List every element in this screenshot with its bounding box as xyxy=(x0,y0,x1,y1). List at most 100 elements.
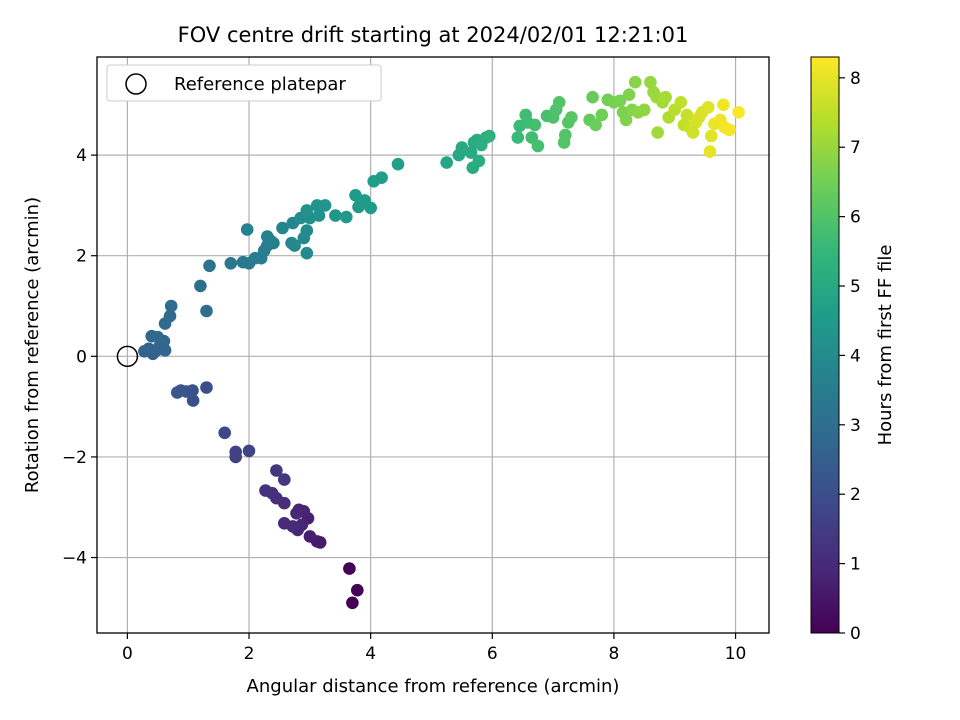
scatter-point xyxy=(218,426,231,440)
scatter-point xyxy=(200,381,213,394)
scatter-point xyxy=(163,309,177,323)
colorbar-ticks: 0 1 2 3 4 5 6 7 8 xyxy=(839,69,861,644)
scatter-point xyxy=(659,90,672,104)
y-tick-label: −2 xyxy=(62,448,87,468)
chart-title: FOV centre drift starting at 2024/02/01 … xyxy=(178,23,689,47)
gridlines xyxy=(97,57,769,633)
scatter-point xyxy=(552,96,566,109)
scatter-point xyxy=(519,108,532,122)
scatter-point xyxy=(186,394,200,407)
scatter-point xyxy=(242,444,256,458)
scatter-point xyxy=(511,131,525,144)
scatter-point xyxy=(203,259,216,273)
x-tick-label: 0 xyxy=(122,644,133,664)
scatter-point xyxy=(171,386,184,399)
x-tick-label: 8 xyxy=(609,644,620,664)
colorbar-tick-label: 5 xyxy=(850,277,861,297)
legend-box xyxy=(106,64,382,102)
scatter-point xyxy=(364,201,378,215)
scatter-point xyxy=(259,484,272,497)
scatter-point xyxy=(717,98,730,112)
scatter-point xyxy=(229,445,242,459)
colorbar: 0 1 2 3 4 5 6 7 8 Hours from first FF file xyxy=(810,56,896,644)
scatter-point xyxy=(224,257,238,270)
legend: Reference platepar xyxy=(106,64,382,102)
scatter-point xyxy=(300,224,314,237)
scatter-point xyxy=(638,103,651,117)
scatter-point xyxy=(557,136,571,149)
scatter-point xyxy=(276,221,289,235)
scatter-point xyxy=(651,126,664,139)
scatter-point xyxy=(194,279,207,293)
x-tick-label: 6 xyxy=(487,644,498,664)
colorbar-tick-label: 1 xyxy=(850,555,861,575)
scatter-point xyxy=(261,230,274,243)
colorbar-gradient xyxy=(810,56,840,634)
scatter-point xyxy=(628,75,642,89)
data-points xyxy=(138,75,745,610)
y-axis-ticks: −4 −2 0 2 4 xyxy=(62,146,97,569)
colorbar-tick-label: 7 xyxy=(850,138,861,158)
y-tick-label: −4 xyxy=(62,549,87,569)
scatter-point xyxy=(391,157,405,171)
scatter-point xyxy=(303,530,317,543)
scatter-point xyxy=(270,464,283,477)
scatter-point xyxy=(613,94,627,108)
scatter-point xyxy=(200,304,213,318)
scatter-point xyxy=(528,118,542,132)
scatter-point xyxy=(375,171,388,184)
scatter-point xyxy=(343,562,356,575)
scatter-point xyxy=(300,246,314,260)
scatter-point xyxy=(300,204,314,217)
scatter-point xyxy=(531,139,545,153)
scatter-point xyxy=(703,145,717,158)
colorbar-label: Hours from first FF file xyxy=(875,245,896,446)
scatter-point xyxy=(164,299,178,313)
scatter-point xyxy=(440,156,454,169)
scatter-point xyxy=(723,123,736,137)
scatter-point xyxy=(340,210,353,224)
colorbar-tick-label: 4 xyxy=(850,346,861,366)
scatter-point xyxy=(288,239,301,252)
y-tick-label: 2 xyxy=(76,247,87,267)
scatter-point xyxy=(472,154,486,168)
legend-label-reference: Reference platepar xyxy=(174,74,346,95)
scatter-point xyxy=(346,596,359,610)
scatter-point xyxy=(278,517,291,530)
scatter-point xyxy=(318,199,332,212)
scatter-point xyxy=(483,129,496,143)
scatter-point xyxy=(329,209,342,222)
scatter-point xyxy=(351,583,364,597)
scatter-point xyxy=(586,90,599,104)
y-tick-label: 4 xyxy=(76,146,87,166)
legend-marker-reference xyxy=(125,73,147,95)
colorbar-tick-label: 6 xyxy=(850,208,861,228)
colorbar-tick-label: 3 xyxy=(850,416,861,436)
y-axis-label: Rotation from reference (arcmin) xyxy=(22,197,43,493)
scatter-point xyxy=(619,113,633,127)
colorbar-tick-label: 8 xyxy=(850,69,861,89)
scatter-point xyxy=(644,75,657,89)
colorbar-tick-label: 2 xyxy=(850,485,861,505)
scatter-point xyxy=(278,473,291,486)
scatter-point xyxy=(732,106,745,119)
scatter-point xyxy=(622,88,636,101)
colorbar-tick-label: 0 xyxy=(850,624,861,644)
plot-area-frame xyxy=(96,56,770,634)
scatter-point xyxy=(290,507,303,520)
scatter-point xyxy=(240,223,254,236)
scatter-point xyxy=(595,108,609,122)
x-axis-label: Angular distance from reference (arcmin) xyxy=(247,676,620,697)
scatter-point xyxy=(464,146,478,159)
scatter-point xyxy=(589,118,602,132)
scatter-point xyxy=(151,330,165,344)
scatter-point xyxy=(686,126,700,139)
scatter-point xyxy=(701,101,715,114)
scatter-point xyxy=(312,209,326,222)
scatter-point xyxy=(674,96,688,109)
scatter-point xyxy=(704,129,718,143)
x-tick-label: 4 xyxy=(365,644,376,664)
x-tick-label: 2 xyxy=(244,644,255,664)
y-tick-label: 0 xyxy=(76,347,87,367)
reference-platepar-marker xyxy=(116,345,139,368)
